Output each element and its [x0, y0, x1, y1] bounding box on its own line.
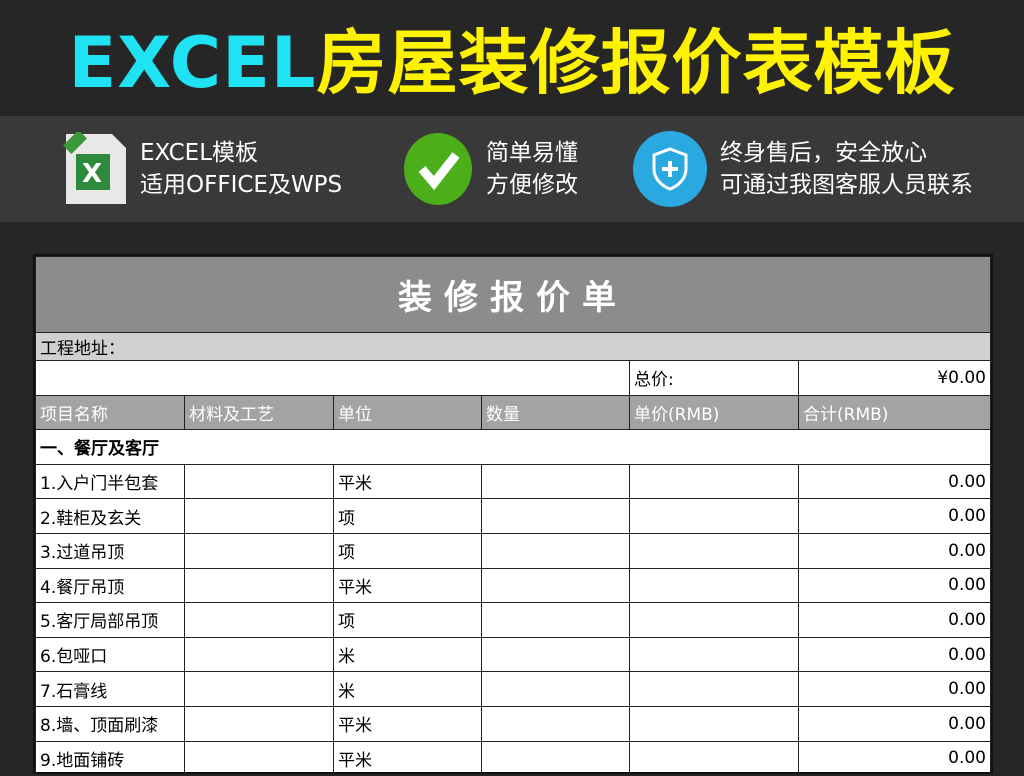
- col-header: 项目名称: [35, 394, 185, 431]
- quantity-cell[interactable]: [481, 705, 630, 742]
- subtotal-cell[interactable]: 0.00: [798, 602, 991, 638]
- quantity-cell[interactable]: [481, 636, 630, 673]
- col-header: 单位: [333, 394, 482, 431]
- unit-price-cell[interactable]: [629, 532, 799, 569]
- col-header: 数量: [481, 394, 630, 431]
- green-check-icon: [404, 133, 472, 205]
- material-cell[interactable]: [184, 740, 334, 776]
- subtotal-cell[interactable]: 0.00: [798, 532, 991, 569]
- feature-line: 适用OFFICE及WPS: [140, 172, 343, 198]
- table-row: 7.石膏线 米 0.00: [35, 671, 991, 707]
- material-cell[interactable]: [184, 636, 334, 673]
- item-name[interactable]: 3.过道吊顶: [35, 532, 185, 569]
- table-row: 8.墙、顶面刷漆 平米 0.00: [35, 705, 991, 742]
- item-name[interactable]: 7.石膏线: [35, 671, 185, 707]
- subtotal-cell[interactable]: 0.00: [798, 705, 991, 742]
- quantity-cell[interactable]: [481, 671, 630, 707]
- table-row: 4.餐厅吊顶 平米 0.00: [35, 567, 991, 604]
- shield-plus-icon: [633, 131, 707, 207]
- quote-sheet: 装修报价单 工程地址： 总价: ¥0.00 项目名称 材料及工艺 单位 数量 单价…: [33, 254, 993, 776]
- feature-line: 简单易懂: [486, 140, 578, 166]
- unit-price-cell[interactable]: [629, 498, 799, 534]
- feature-excel: X EXCEL模板适用OFFICE及WPS: [62, 116, 342, 222]
- xlsx-file-icon: X: [62, 132, 126, 204]
- header-row: 项目名称 材料及工艺 单位 数量 单价(RMB) 合计(RMB): [35, 394, 991, 431]
- subtotal-cell[interactable]: 0.00: [798, 463, 991, 500]
- unit-cell[interactable]: 平米: [333, 567, 482, 604]
- subtotal-cell[interactable]: 0.00: [798, 636, 991, 673]
- material-cell[interactable]: [184, 498, 334, 534]
- item-name[interactable]: 2.鞋柜及玄关: [35, 498, 185, 534]
- total-value[interactable]: ¥0.00: [798, 360, 991, 396]
- feature-band: X EXCEL模板适用OFFICE及WPS 简单易懂方便修改 终身售后，安全放心…: [0, 116, 1024, 222]
- feature-support: 终身售后，安全放心可通过我图客服人员联系: [632, 116, 973, 222]
- unit-price-cell[interactable]: [629, 705, 799, 742]
- unit-cell[interactable]: 项: [333, 602, 482, 638]
- banner-title: EXCEL房屋装修报价表模板: [0, 18, 1024, 108]
- feature-line: 可通过我图客服人员联系: [720, 172, 973, 198]
- unit-cell[interactable]: 项: [333, 498, 482, 534]
- unit-price-cell[interactable]: [629, 671, 799, 707]
- table-row: 2.鞋柜及玄关 项 0.00: [35, 498, 991, 534]
- unit-price-cell[interactable]: [629, 567, 799, 604]
- blank-cell[interactable]: [35, 360, 630, 396]
- subtotal-cell[interactable]: 0.00: [798, 740, 991, 776]
- material-cell[interactable]: [184, 567, 334, 604]
- subtotal-cell[interactable]: 0.00: [798, 567, 991, 604]
- sheet-title: 装修报价单: [35, 256, 991, 333]
- unit-price-cell[interactable]: [629, 636, 799, 673]
- quantity-cell[interactable]: [481, 740, 630, 776]
- address-cell[interactable]: 工程地址：: [35, 332, 991, 361]
- unit-price-cell[interactable]: [629, 463, 799, 500]
- feature-line: 终身售后，安全放心: [720, 140, 927, 166]
- subtotal-cell[interactable]: 0.00: [798, 671, 991, 707]
- unit-cell[interactable]: 平米: [333, 463, 482, 500]
- unit-price-cell[interactable]: [629, 602, 799, 638]
- feature-line: 方便修改: [486, 172, 578, 198]
- banner-title-zh: 房屋装修报价表模板: [316, 22, 956, 104]
- material-cell[interactable]: [184, 671, 334, 707]
- unit-cell[interactable]: 平米: [333, 740, 482, 776]
- table-row: 6.包哑口 米 0.00: [35, 636, 991, 673]
- item-name[interactable]: 8.墙、顶面刷漆: [35, 705, 185, 742]
- unit-cell[interactable]: 米: [333, 671, 482, 707]
- quantity-cell[interactable]: [481, 498, 630, 534]
- total-label: 总价:: [629, 360, 799, 396]
- feature-easy: 简单易懂 方便修改: [402, 116, 578, 222]
- quantity-cell[interactable]: [481, 463, 630, 500]
- quantity-cell[interactable]: [481, 567, 630, 604]
- unit-cell[interactable]: 米: [333, 636, 482, 673]
- item-name[interactable]: 9.地面铺砖: [35, 740, 185, 776]
- col-header: 合计(RMB): [798, 394, 991, 431]
- unit-cell[interactable]: 项: [333, 532, 482, 569]
- banner-title-en: EXCEL: [68, 22, 317, 104]
- item-name[interactable]: 1.入户门半包套: [35, 463, 185, 500]
- section-title: 一、餐厅及客厅: [35, 429, 991, 465]
- col-header: 材料及工艺: [184, 394, 334, 431]
- quantity-cell[interactable]: [481, 602, 630, 638]
- unit-cell[interactable]: 平米: [333, 705, 482, 742]
- material-cell[interactable]: [184, 602, 334, 638]
- material-cell[interactable]: [184, 463, 334, 500]
- item-name[interactable]: 5.客厅局部吊顶: [35, 602, 185, 638]
- material-cell[interactable]: [184, 705, 334, 742]
- svg-text:X: X: [82, 159, 102, 189]
- unit-price-cell[interactable]: [629, 740, 799, 776]
- item-name[interactable]: 4.餐厅吊顶: [35, 567, 185, 604]
- quantity-cell[interactable]: [481, 532, 630, 569]
- material-cell[interactable]: [184, 532, 334, 569]
- table-row: 5.客厅局部吊顶 项 0.00: [35, 602, 991, 638]
- table-row: 1.入户门半包套 平米 0.00: [35, 463, 991, 500]
- table-row: 3.过道吊顶 项 0.00: [35, 532, 991, 569]
- table-row: 9.地面铺砖 平米 0.00: [35, 740, 991, 776]
- subtotal-cell[interactable]: 0.00: [798, 498, 991, 534]
- col-header: 单价(RMB): [629, 394, 799, 431]
- item-name[interactable]: 6.包哑口: [35, 636, 185, 673]
- feature-line: EXCEL模板: [140, 140, 259, 166]
